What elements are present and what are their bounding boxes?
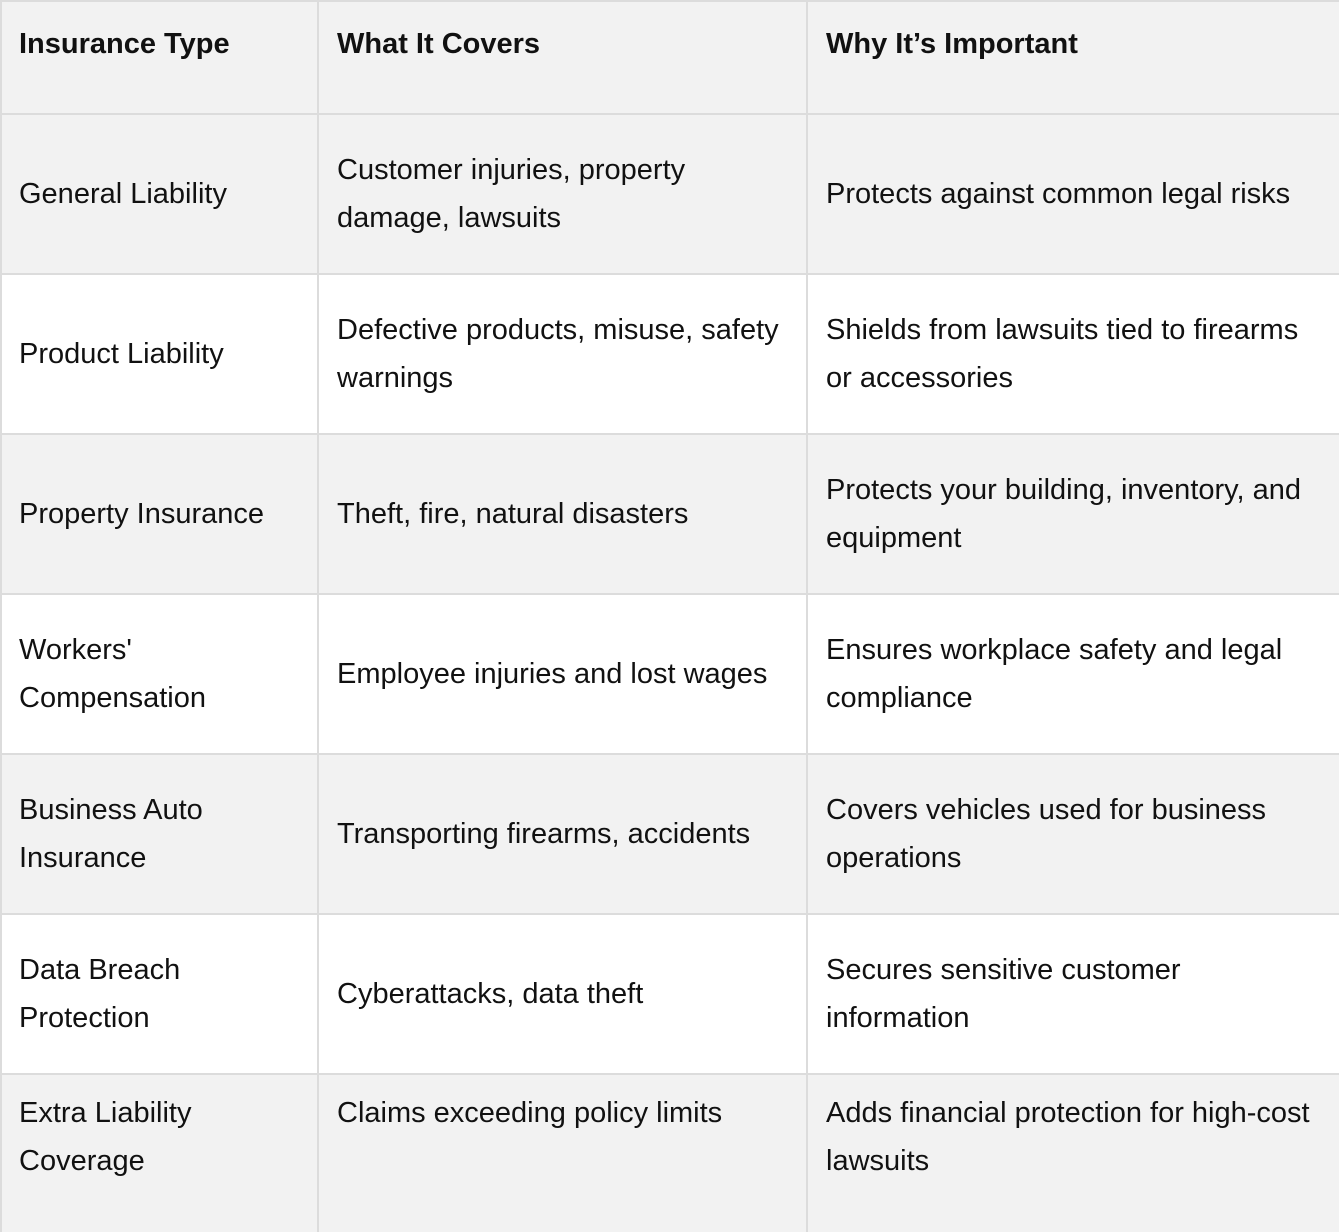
cell-why-important: Shields from lawsuits tied to firearms o…: [806, 273, 1339, 435]
cell-insurance-type: Property Insurance: [0, 433, 319, 595]
cell-why-important: Protects your building, inventory, and e…: [806, 433, 1339, 595]
cell-what-it-covers: Customer injuries, property damage, laws…: [317, 113, 808, 275]
cell-why-important: Protects against common legal risks: [806, 113, 1339, 275]
header-why-important: Why It’s Important: [806, 0, 1339, 115]
cell-why-important: Covers vehicles used for business operat…: [806, 753, 1339, 915]
cell-insurance-type: Business Auto Insurance: [0, 753, 319, 915]
cell-why-important: Ensures workplace safety and legal compl…: [806, 593, 1339, 755]
table-row: General Liability Customer injuries, pro…: [0, 113, 1339, 275]
table-row: Extra Liability Coverage Claims exceedin…: [0, 1073, 1339, 1232]
cell-insurance-type: Data Breach Protection: [0, 913, 319, 1075]
cell-insurance-type: Extra Liability Coverage: [0, 1073, 319, 1232]
table-row: Workers' Compensation Employee injuries …: [0, 593, 1339, 755]
cell-why-important: Adds financial protection for high-cost …: [806, 1073, 1339, 1232]
table-row: Data Breach Protection Cyberattacks, dat…: [0, 913, 1339, 1075]
cell-insurance-type: Product Liability: [0, 273, 319, 435]
cell-what-it-covers: Transporting firearms, accidents: [317, 753, 808, 915]
table-header-row: Insurance Type What It Covers Why It’s I…: [0, 0, 1339, 115]
header-insurance-type: Insurance Type: [0, 0, 319, 115]
cell-insurance-type: Workers' Compensation: [0, 593, 319, 755]
cell-what-it-covers: Cyberattacks, data theft: [317, 913, 808, 1075]
cell-insurance-type: General Liability: [0, 113, 319, 275]
cell-what-it-covers: Employee injuries and lost wages: [317, 593, 808, 755]
table-row: Product Liability Defective products, mi…: [0, 273, 1339, 435]
cell-why-important: Secures sensitive customer information: [806, 913, 1339, 1075]
cell-what-it-covers: Claims exceeding policy limits: [317, 1073, 808, 1232]
table-row: Business Auto Insurance Transporting fir…: [0, 753, 1339, 915]
header-what-it-covers: What It Covers: [317, 0, 808, 115]
table-row: Property Insurance Theft, fire, natural …: [0, 433, 1339, 595]
cell-what-it-covers: Theft, fire, natural disasters: [317, 433, 808, 595]
cell-what-it-covers: Defective products, misuse, safety warni…: [317, 273, 808, 435]
